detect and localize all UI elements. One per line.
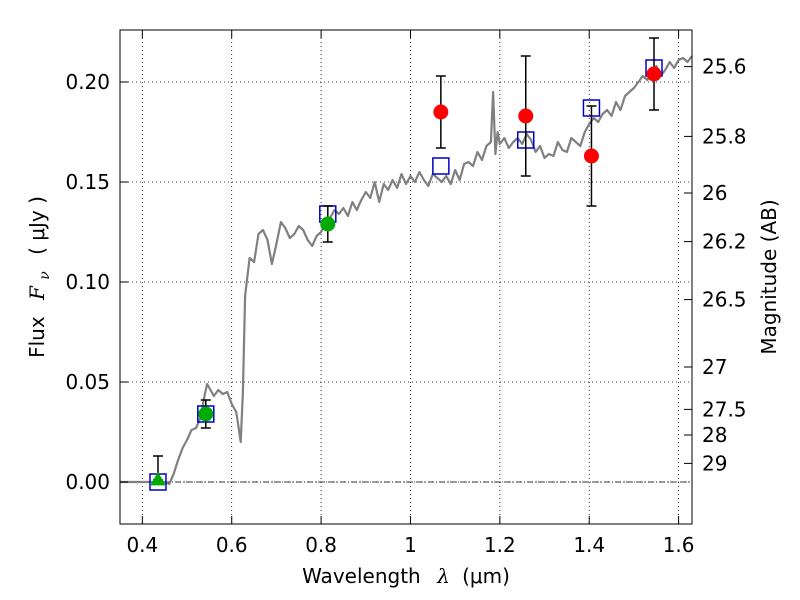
sed-line xyxy=(120,55,693,486)
y2-tick-label: 25.8 xyxy=(702,124,747,148)
model-flux-marker xyxy=(432,157,450,175)
observed-flux-marker xyxy=(646,66,662,82)
x-tick-label: 1 xyxy=(404,533,417,557)
y-axis-ticks: 0.00 0.05 0.10 0.15 0.20 xyxy=(65,70,128,494)
y-tick-label: 0.00 xyxy=(65,470,110,494)
y-axis-label-symbol: F xyxy=(25,285,49,301)
template-sed xyxy=(120,55,693,486)
x-axis-label: Wavelength λ (μm) xyxy=(302,564,510,588)
observed-flux-marker xyxy=(320,216,336,232)
y2-tick-label: 26 xyxy=(702,181,727,205)
x-axis-label-prefix: Wavelength xyxy=(302,564,421,588)
y-tick-label: 0.20 xyxy=(65,70,110,94)
x-tick-label: 1.2 xyxy=(484,533,516,557)
x-tick-label: 0.6 xyxy=(216,533,248,557)
observed-flux-triangle xyxy=(150,472,166,486)
x-tick-label: 1.4 xyxy=(573,533,605,557)
y2-tick-label: 29 xyxy=(702,451,727,475)
observed-flux-marker xyxy=(518,108,534,124)
y-axis-label-prefix: Flux xyxy=(25,316,49,358)
x-axis-label-unit: (μm) xyxy=(462,564,510,588)
x-tick-label: 0.8 xyxy=(305,533,337,557)
y2-tick-label: 25.6 xyxy=(702,55,747,79)
plot-area xyxy=(120,30,692,524)
y-axis-label-subscript: ν xyxy=(37,271,53,280)
y2-tick-label: 26.5 xyxy=(702,288,747,312)
observed-photometry xyxy=(150,37,662,486)
y-tick-label: 0.10 xyxy=(65,270,110,294)
observed-flux-marker xyxy=(198,406,214,422)
y-tick-label: 0.05 xyxy=(65,370,110,394)
y2-tick-label: 27 xyxy=(702,355,727,379)
y2-tick-label: 28 xyxy=(702,423,727,447)
observed-flux-marker xyxy=(433,104,449,120)
y2-tick-label: 26.2 xyxy=(702,230,747,254)
y-axis-label: Flux F ν ( μJy ) xyxy=(25,196,54,358)
y2-axis-label: Magnitude (AB) xyxy=(757,199,781,354)
y2-tick-label: 27.5 xyxy=(702,397,747,421)
x-tick-label: 1.6 xyxy=(663,533,695,557)
x-axis-ticks: 0.4 0.6 0.8 1 1.2 1.4 1.6 xyxy=(126,30,695,557)
x-axis-label-symbol: λ xyxy=(436,564,450,588)
observed-flux-marker xyxy=(583,148,599,164)
x-tick-label: 0.4 xyxy=(126,533,158,557)
y2-axis-ticks: 25.6 25.8 26 26.2 26.5 27 27.528 29 xyxy=(684,55,747,475)
plot-frame xyxy=(119,29,693,525)
y-tick-label: 0.15 xyxy=(65,170,110,194)
y-axis-label-unit: ( μJy ) xyxy=(25,196,49,255)
